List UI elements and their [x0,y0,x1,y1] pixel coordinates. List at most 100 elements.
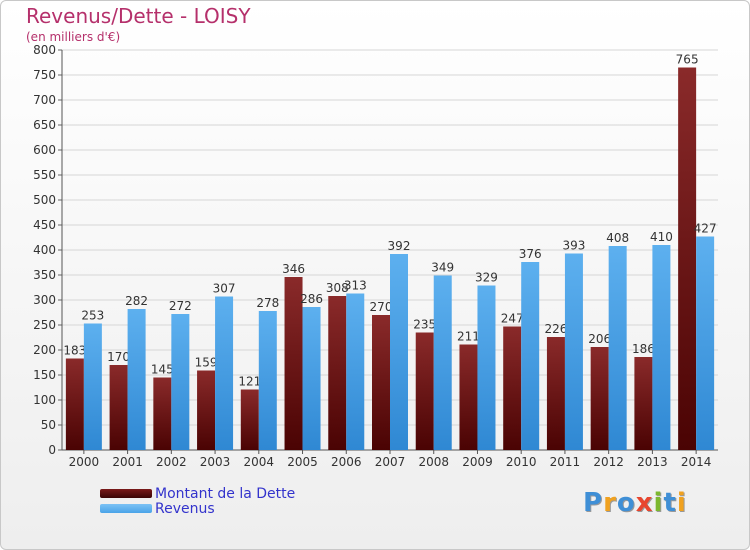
bar-revenus [258,311,277,450]
bar-dette [415,332,434,450]
y-tick-label: 250 [33,318,56,332]
proxiti-logo: Proxiti [583,488,687,518]
x-tick-label: 2002 [156,455,187,469]
logo-letter: i [653,488,664,518]
data-label: 226 [544,322,567,336]
x-tick-label: 2001 [112,455,143,469]
x-tick-label: 2008 [418,455,449,469]
data-label: 235 [413,318,436,332]
bar-revenus [608,246,627,450]
bar-revenus [302,307,321,450]
chart-subtitle: (en milliers d'€) [26,30,121,44]
bar-revenus [521,262,540,450]
data-label: 270 [370,300,393,314]
data-label: 392 [388,239,411,253]
x-tick-label: 2013 [637,455,668,469]
y-tick-label: 600 [33,143,56,157]
data-label: 186 [632,342,655,356]
data-label: 247 [501,312,524,326]
data-label: 307 [213,282,236,296]
x-tick-label: 2014 [681,455,712,469]
bar-revenus [346,293,365,450]
logo-letter: o [616,488,636,518]
data-label: 765 [676,53,699,67]
data-label: 408 [606,231,629,245]
bar-revenus [171,314,190,450]
bar-dette [197,370,216,450]
bar-revenus [390,254,408,450]
bar-revenus [215,296,234,450]
y-tick-label: 150 [33,368,56,382]
y-tick-label: 650 [33,118,56,132]
x-tick-label: 2007 [375,455,406,469]
x-tick-label: 2005 [287,455,318,469]
bar-dette [65,358,84,450]
legend-label-dette: Montant de la Dette [155,486,296,502]
data-label: 183 [63,344,86,358]
y-tick-label: 0 [48,443,56,457]
y-tick-label: 200 [33,343,56,357]
data-label: 427 [694,222,717,236]
x-tick-label: 2009 [462,455,493,469]
logo-letter: r [603,488,617,518]
y-tick-label: 750 [33,68,56,82]
bar-dette [503,326,522,450]
data-label: 145 [151,363,174,377]
x-tick-label: 2000 [69,455,100,469]
bar-dette [240,389,259,450]
legend-swatch-dette [100,489,152,498]
data-label: 393 [562,239,585,253]
data-label: 272 [169,299,192,313]
x-tick-label: 2006 [331,455,362,469]
y-tick-label: 350 [33,268,56,282]
bar-dette [546,337,565,450]
bar-revenus [564,253,583,450]
legend-label-revenus: Revenus [155,501,215,517]
y-tick-label: 50 [41,418,56,432]
logo-letter: x [635,488,654,518]
data-label: 159 [195,356,218,370]
data-label: 313 [344,279,367,293]
data-label: 282 [125,294,148,308]
bar-revenus [696,236,715,450]
data-label: 286 [300,292,323,306]
data-label: 278 [256,296,279,310]
bar-dette [459,344,478,450]
bar-dette [678,67,697,450]
x-tick-label: 2011 [550,455,581,469]
data-label: 170 [107,350,130,364]
chart-title: Revenus/Dette - LOISY [26,4,251,28]
data-label: 211 [457,330,480,344]
logo-letter: i [676,488,687,518]
bar-revenus [433,275,452,450]
data-label: 349 [431,261,454,275]
y-tick-label: 450 [33,218,56,232]
x-tick-label: 2003 [200,455,231,469]
x-tick-label: 2004 [244,455,275,469]
logo-letter: t [663,488,677,518]
bar-revenus [83,323,102,450]
data-label: 376 [519,247,542,261]
data-label: 410 [650,230,673,244]
bar-revenus [127,309,146,450]
data-label: 329 [475,271,498,285]
legend-swatch-revenus [100,504,152,513]
bar-revenus [652,245,671,450]
y-tick-label: 300 [33,293,56,307]
bar-dette [634,357,653,450]
logo-letter: P [583,488,604,518]
bar-revenus [477,285,496,450]
y-tick-label: 800 [33,43,56,57]
x-tick-label: 2012 [593,455,624,469]
data-label: 253 [81,309,104,323]
y-tick-label: 700 [33,93,56,107]
bar-dette [153,377,172,450]
bar-dette [590,347,609,450]
data-label: 206 [588,332,611,346]
y-tick-label: 550 [33,168,56,182]
y-tick-label: 500 [33,193,56,207]
y-tick-label: 400 [33,243,56,257]
data-label: 346 [282,262,305,276]
data-label: 121 [238,375,261,389]
